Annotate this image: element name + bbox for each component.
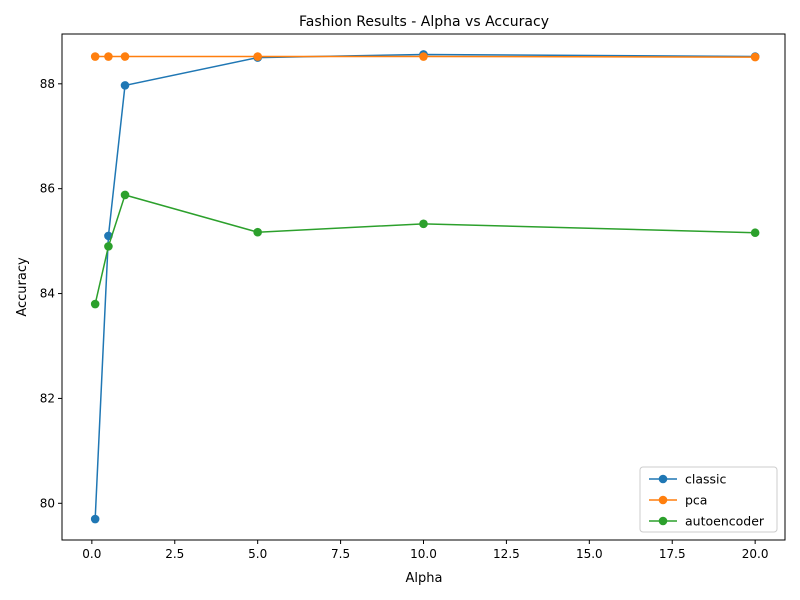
data-point-pca (90, 52, 100, 61)
series-line-classic (94, 53, 756, 520)
x-tick-label: 7.5 (331, 547, 350, 561)
legend-label-pca: pca (685, 493, 707, 508)
y-tick-label: 88 (40, 77, 55, 91)
data-point-classic (120, 81, 130, 90)
chart-title: Fashion Results - Alpha vs Accuracy (299, 14, 549, 30)
legend-marker-pca (658, 495, 668, 505)
data-point-autoencoder (750, 228, 760, 238)
y-tick-label: 80 (40, 496, 55, 510)
x-tick-label: 20.0 (742, 547, 769, 561)
legend-label-autoencoder: autoencoder (685, 514, 765, 529)
legend-marker-autoencoder (658, 516, 668, 526)
y-tick-label: 86 (40, 182, 55, 196)
legend-marker-classic (658, 474, 668, 484)
data-point-classic (90, 514, 100, 524)
legend-box (639, 466, 778, 533)
data-point-pca (104, 52, 113, 61)
series-line-autoencoder (94, 194, 756, 305)
legend-label-classic: classic (685, 472, 727, 487)
x-axis-label: Alpha (406, 571, 443, 586)
legend: classic pca autoencoder (639, 466, 778, 533)
x-tick-label: 17.5 (659, 547, 686, 561)
y-tick-label: 82 (40, 391, 55, 405)
data-point-autoencoder (253, 227, 262, 237)
y-axis-label: Accuracy (15, 257, 30, 317)
x-tick-label: 0.0 (82, 547, 101, 561)
data-point-autoencoder (104, 242, 113, 251)
data-point-autoencoder (120, 190, 130, 200)
y-tick-label: 84 (40, 287, 55, 301)
data-point-pca (120, 52, 130, 61)
data-point-autoencoder (419, 219, 428, 229)
data-point-autoencoder (90, 299, 100, 309)
x-tick-label: 15.0 (576, 547, 603, 561)
data-point-pca (419, 52, 428, 61)
data-point-pca (750, 52, 760, 62)
data-point-pca (253, 52, 262, 61)
x-tick-label: 10.0 (410, 547, 437, 561)
plot-area: 0.0 2.5 5.0 7.5 10.0 12.5 15.0 17.5 20.0 80 82 84 86… (40, 50, 769, 561)
x-tick-label: 2.5 (165, 547, 184, 561)
axes-frame (61, 33, 786, 541)
x-tick-label: 5.0 (248, 547, 267, 561)
x-tick-label: 12.5 (493, 547, 520, 561)
